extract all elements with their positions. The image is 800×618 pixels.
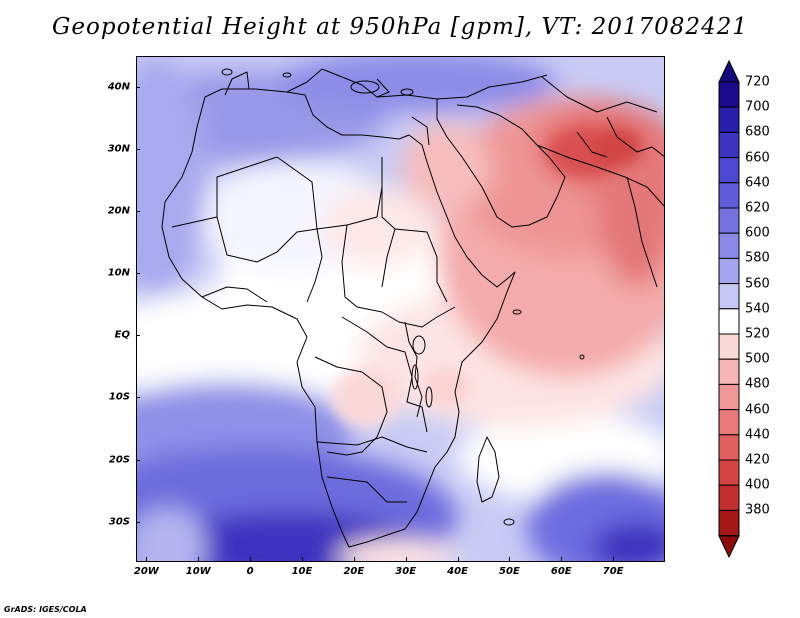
colorbar-label: 400: [745, 477, 770, 493]
latitude-tick: [136, 149, 140, 151]
colorbar-label: 660: [745, 150, 770, 166]
colorbar-label: 440: [745, 427, 770, 443]
colorbar-swatch: [718, 131, 740, 159]
colorbar-label: 380: [745, 502, 770, 518]
longitude-label: 10W: [185, 566, 211, 577]
longitude-tick: [250, 557, 252, 561]
longitude-label: 0: [246, 566, 254, 577]
latitude-label: EQ: [114, 329, 130, 341]
colorbar-swatch: [718, 283, 740, 310]
colorbar-label: 560: [745, 276, 770, 292]
geopotential-map: [137, 57, 664, 561]
latitude-tick: [136, 521, 140, 523]
colorbar-swatch: [718, 333, 740, 360]
latitude-label: 10N: [107, 267, 130, 279]
colorbar-label: 480: [745, 376, 770, 392]
colorbar-swatch: [718, 106, 740, 133]
longitude-label: 40E: [447, 566, 468, 577]
colorbar-swatch: [718, 509, 740, 537]
latitude-tick: [136, 397, 140, 399]
latitude-label: 20N: [107, 205, 130, 217]
colorbar-label: 680: [745, 124, 770, 140]
colorbar-swatch: [718, 232, 740, 259]
longitude-tick: [198, 557, 200, 561]
longitude-label: 20W: [133, 566, 159, 577]
colorbar: [718, 60, 740, 558]
longitude-label: 30E: [395, 566, 417, 577]
longitude-label: 20E: [343, 566, 365, 577]
colorbar-label: 640: [745, 175, 770, 191]
longitude-label: 60E: [550, 566, 572, 577]
longitude-label: 10E: [291, 566, 313, 577]
colorbar-swatch: [718, 81, 740, 108]
longitude-tick: [457, 557, 459, 561]
colorbar-label: 500: [745, 351, 770, 367]
colorbar-swatch: [718, 409, 740, 436]
chart-title: Geopotential Height at 950hPa [gpm], VT:…: [52, 14, 748, 40]
latitude-label: 10S: [108, 391, 130, 403]
colorbar-label: 460: [745, 402, 770, 418]
latitude-label: 30S: [108, 516, 130, 528]
colorbar-label: 420: [745, 452, 770, 468]
longitude-tick: [613, 557, 615, 561]
longitude-tick: [353, 557, 355, 561]
colorbar-boxes: [718, 81, 740, 537]
longitude-tick: [405, 557, 407, 561]
longitude-label: 50E: [499, 566, 520, 577]
longitude-tick: [301, 557, 303, 561]
latitude-label: 40N: [107, 81, 130, 93]
latitude-tick: [136, 335, 140, 337]
colorbar-label: 600: [745, 225, 770, 241]
colorbar-label: 720: [745, 74, 770, 90]
colorbar-swatch: [718, 207, 740, 234]
longitude-tick: [146, 557, 148, 561]
height-field: [137, 57, 664, 561]
colorbar-swatch: [718, 308, 740, 335]
latitude-tick: [136, 273, 140, 275]
credit-text: GrADS: IGES/COLA: [4, 605, 87, 614]
latitude-tick: [136, 211, 140, 213]
latitude-tick: [136, 87, 140, 89]
longitude-label: 70E: [602, 566, 624, 577]
colorbar-top-arrow: [718, 60, 740, 83]
colorbar-swatch: [718, 484, 740, 511]
colorbar-label: 580: [745, 250, 770, 266]
colorbar-swatch: [718, 383, 740, 411]
colorbar-swatch: [718, 157, 740, 184]
colorbar-swatch: [718, 257, 740, 285]
colorbar-swatch: [718, 358, 740, 385]
colorbar-label: 540: [745, 301, 770, 317]
longitude-tick: [561, 557, 563, 561]
colorbar-label: 520: [745, 326, 770, 342]
colorbar-label: 700: [745, 99, 770, 115]
longitude-tick: [509, 557, 511, 561]
map-frame: [136, 56, 665, 562]
colorbar-label: 620: [745, 200, 770, 216]
colorbar-bottom-arrow: [718, 535, 740, 558]
colorbar-swatch: [718, 459, 740, 486]
latitude-tick: [136, 459, 140, 461]
latitude-label: 20S: [108, 454, 130, 466]
latitude-label: 30N: [107, 143, 130, 155]
colorbar-swatch: [718, 434, 740, 461]
lakes-and-islands: [221, 68, 585, 526]
coastlines-and-borders: [161, 68, 664, 548]
colorbar-swatch: [718, 182, 740, 209]
